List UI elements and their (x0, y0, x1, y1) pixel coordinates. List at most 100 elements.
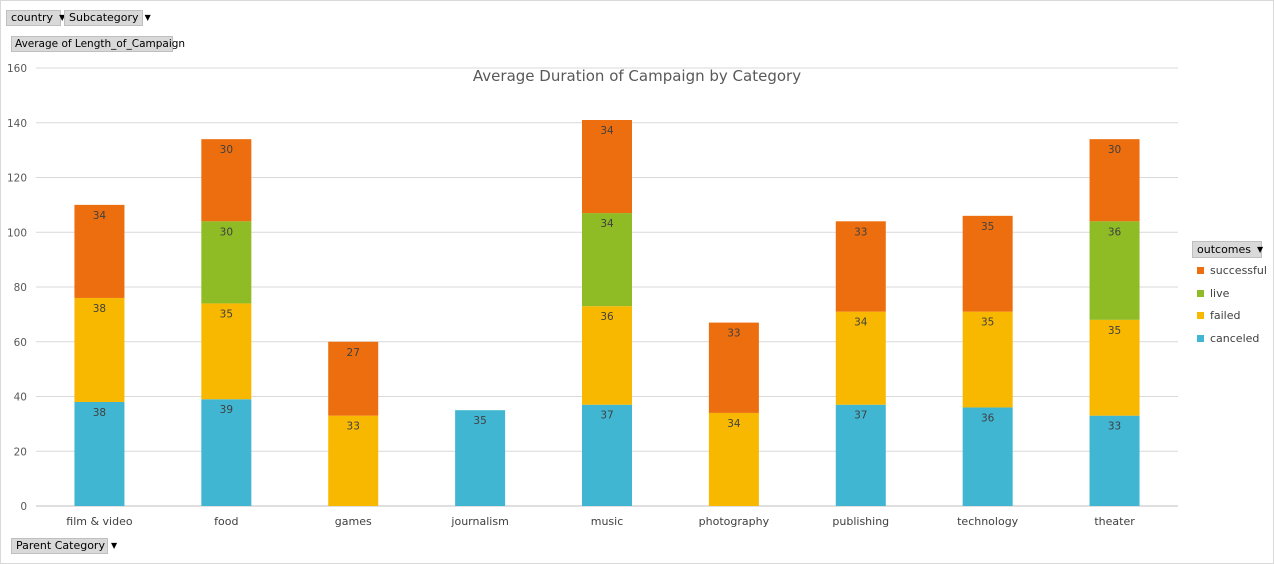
bar-segment-failed (708, 412, 759, 506)
bar-segment-canceled (74, 401, 125, 506)
x-tick-label: photography (699, 515, 770, 528)
legend-field-button[interactable]: outcomes ▼ (1192, 241, 1264, 258)
data-label: 38 (93, 303, 106, 315)
data-label: 30 (220, 226, 233, 238)
filter-label-subcategory: Subcategory (69, 11, 139, 24)
x-tick-label: journalism (450, 515, 508, 528)
data-label: 37 (854, 410, 867, 422)
data-label: 35 (473, 415, 486, 427)
x-tick-label: technology (957, 515, 1019, 528)
x-tick-label: theater (1094, 515, 1135, 528)
data-label: 38 (93, 407, 106, 419)
legend-swatch (1197, 312, 1204, 319)
data-label: 33 (854, 226, 867, 238)
bar-segment-live (201, 221, 252, 304)
filter-label-country: country (11, 11, 54, 24)
axis-field-button[interactable]: Parent Category ▼ (11, 538, 117, 554)
data-label: 33 (347, 421, 360, 433)
axis-field-label: Parent Category (16, 539, 105, 552)
bar-segment-failed (962, 311, 1013, 408)
bar-segment-live (582, 213, 632, 307)
legend-swatch (1197, 334, 1204, 342)
bar-segment-successful (962, 215, 1013, 312)
y-tick-label: 140 (7, 118, 27, 130)
bar-segment-failed (1089, 319, 1140, 416)
bar-segment-canceled (201, 399, 252, 506)
value-field-label: Average of Length_of_Campaign (15, 38, 186, 50)
bar-segment-canceled (455, 410, 506, 506)
data-label: 34 (600, 218, 614, 230)
data-labels: 38 38 34 39 35 30 30 33 27 35 37 36 34 34 34 33 37 34 33 36… (93, 125, 1122, 433)
data-label: 37 (600, 410, 613, 422)
bar-segment-successful (708, 322, 759, 413)
data-label: 34 (93, 210, 107, 222)
legend-label: successful (1210, 264, 1267, 277)
bar-segment-successful (1089, 139, 1140, 222)
data-label: 34 (727, 418, 741, 430)
legend-item-live: live (1197, 287, 1229, 300)
bar-segment-failed (328, 415, 379, 506)
y-axis: 0 20 40 60 80 100 120 140 160 (7, 63, 27, 513)
legend-label: canceled (1210, 331, 1260, 345)
data-label: 34 (854, 317, 868, 329)
data-label: 36 (1108, 226, 1122, 238)
dropdown-arrow-icon: ▼ (144, 13, 151, 22)
filter-button-country[interactable]: country ▼ (6, 10, 65, 26)
data-label: 36 (600, 311, 614, 323)
filter-button-subcategory[interactable]: Subcategory ▼ (64, 10, 151, 26)
legend-swatch (1197, 267, 1204, 274)
bar-segment-successful (582, 120, 632, 214)
bar-segment-successful (328, 341, 379, 416)
bar-segment-successful (201, 139, 252, 222)
legend-swatch (1197, 289, 1204, 297)
bar-segment-failed (201, 303, 252, 400)
bar-segment-canceled (582, 404, 632, 506)
data-label: 33 (1108, 421, 1121, 433)
y-tick-label: 80 (14, 282, 27, 294)
value-field-button[interactable]: Average of Length_of_Campaign (11, 36, 185, 52)
dropdown-arrow-icon: ▼ (110, 541, 118, 550)
bar-segment-successful (74, 204, 125, 298)
legend-label: live (1210, 286, 1230, 300)
data-label: 30 (1108, 144, 1121, 156)
data-label: 30 (220, 144, 233, 156)
bar-segment-canceled (1089, 415, 1140, 506)
data-label: 36 (981, 412, 995, 424)
bar-segment-failed (74, 297, 125, 402)
y-tick-label: 0 (20, 501, 27, 513)
data-label: 33 (727, 328, 740, 340)
data-label: 39 (220, 404, 233, 416)
data-label: 35 (981, 317, 994, 329)
y-tick-label: 60 (14, 337, 27, 349)
x-axis: film & video food games journalism music phot… (66, 515, 1135, 528)
y-tick-label: 100 (7, 227, 27, 239)
x-tick-label: food (214, 515, 238, 528)
data-label: 35 (981, 221, 994, 233)
bar-segment-live (1089, 221, 1140, 320)
x-tick-label: film & video (66, 515, 133, 528)
y-tick-label: 120 (7, 173, 27, 185)
legend-field-label: outcomes (1197, 242, 1252, 256)
x-tick-label: publishing (832, 515, 889, 528)
bar-segment-canceled (835, 404, 886, 506)
y-tick-label: 40 (14, 392, 27, 404)
bar-segment-failed (582, 306, 632, 405)
legend-label: failed (1210, 309, 1241, 322)
legend-item-successful: successful (1197, 264, 1267, 277)
legend-item-failed: failed (1197, 309, 1240, 322)
y-tick-label: 20 (14, 446, 27, 458)
dropdown-arrow-icon: ▼ (1257, 244, 1264, 254)
data-label: 34 (600, 125, 614, 137)
bar-segment-canceled (962, 407, 1013, 506)
x-tick-label: games (335, 515, 372, 528)
data-label: 35 (1108, 325, 1121, 337)
bar-segment-successful (835, 221, 886, 312)
bars (74, 120, 1140, 506)
data-label: 27 (347, 347, 360, 359)
dropdown-arrow-icon: ▼ (59, 13, 66, 22)
chart-title: Average Duration of Campaign by Category (473, 67, 801, 85)
bar-segment-failed (835, 311, 886, 405)
y-tick-label: 160 (7, 63, 27, 75)
data-label: 35 (220, 308, 233, 320)
